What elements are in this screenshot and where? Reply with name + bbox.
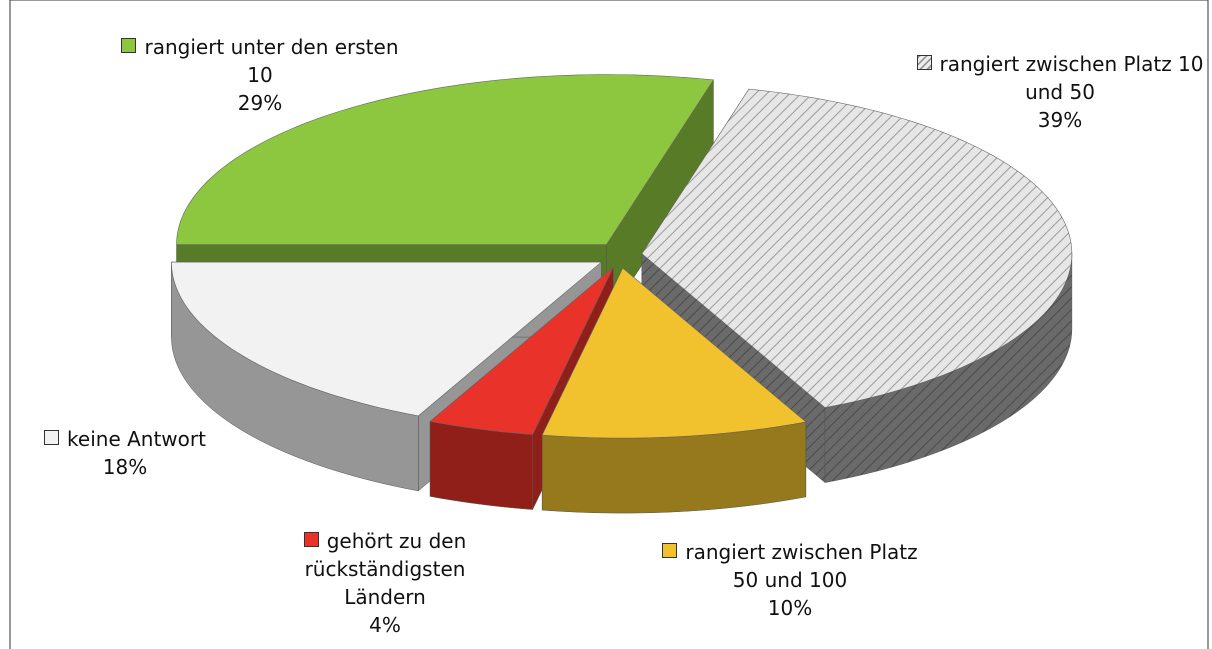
slice-top xyxy=(176,74,714,245)
slice-label: rangiert zwischen Platz 10 und 50 39% xyxy=(915,50,1205,134)
value-label: 4% xyxy=(369,613,401,637)
value-label: 29% xyxy=(237,91,283,115)
slice-label: rangiert unter den ersten 10 29% xyxy=(115,33,405,117)
slice-label: gehört zu den rückständigsten Ländern 4% xyxy=(275,527,495,639)
slice-top xyxy=(429,267,614,435)
slice-label: keine Antwort 18% xyxy=(25,425,225,481)
category-label: keine Antwort xyxy=(67,427,206,451)
value-label: 18% xyxy=(102,455,148,479)
value-label: 10% xyxy=(767,596,813,620)
slice-label: rangiert zwischen Platz 50 und 100 10% xyxy=(655,538,925,622)
pie-slice xyxy=(541,267,807,514)
category-label: rangiert zwischen Platz 50 und 100 xyxy=(685,540,918,592)
slice-side xyxy=(429,421,533,510)
legend-swatch xyxy=(44,430,60,445)
category-label: gehört zu den rückständigsten Ländern xyxy=(304,529,467,609)
legend-swatch xyxy=(662,543,678,558)
slice-top xyxy=(171,261,603,417)
slice-top xyxy=(541,267,807,439)
legend-swatch xyxy=(916,55,932,70)
frame xyxy=(9,0,1209,649)
slice-top xyxy=(641,88,1073,408)
category-label: rangiert unter den ersten 10 xyxy=(144,35,399,87)
legend-swatch xyxy=(121,38,137,53)
category-label: rangiert zwischen Platz 10 und 50 xyxy=(939,52,1204,104)
value-label: 39% xyxy=(1037,108,1083,132)
legend-swatch xyxy=(303,532,319,547)
